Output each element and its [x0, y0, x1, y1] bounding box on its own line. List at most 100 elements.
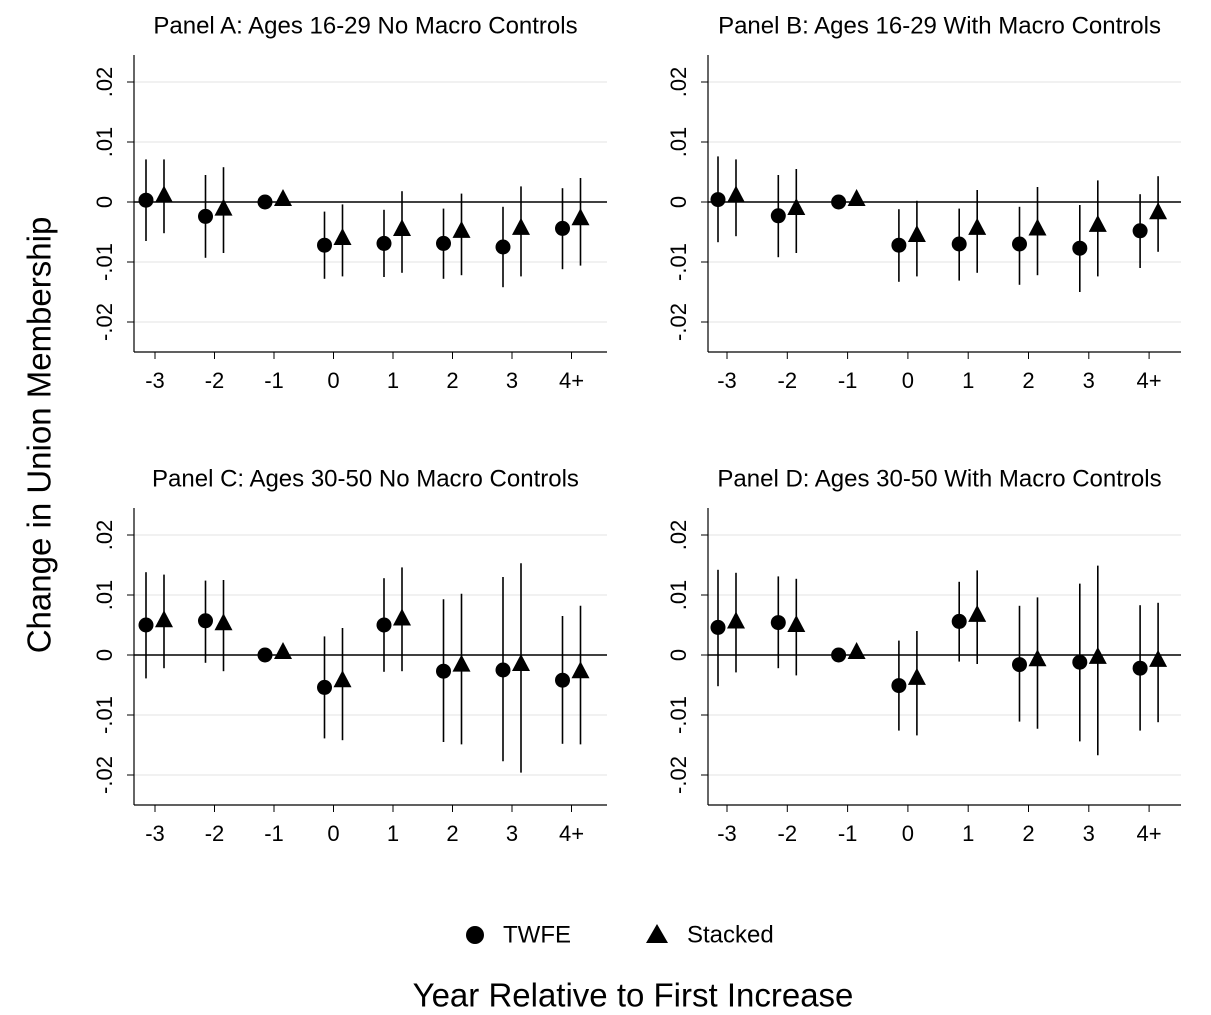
y-tick-label: 0: [666, 649, 691, 661]
point-stacked: [155, 610, 173, 628]
point-stacked: [452, 220, 471, 238]
panel-a: Panel A: Ages 16-29 No Macro Controls .02…: [92, 12, 607, 393]
point-stacked: [727, 611, 745, 629]
legend: TWFE Stacked: [466, 922, 774, 949]
point-stacked: [274, 642, 292, 660]
x-tick-label: -3: [717, 368, 737, 393]
x-axis-label: Year Relative to First Increase: [413, 977, 854, 1014]
point-twfe: [317, 679, 332, 695]
point-twfe: [495, 239, 511, 255]
y-tick-label: -.01: [666, 243, 691, 281]
point-stacked: [333, 670, 352, 688]
point-stacked: [1149, 649, 1168, 667]
panel-c: Panel C: Ages 30-50 No Macro Controls .02…: [92, 465, 607, 846]
x-tick-label: -2: [205, 821, 225, 846]
point-stacked: [907, 225, 926, 243]
point-twfe: [198, 613, 213, 629]
point-stacked: [968, 217, 987, 235]
x-tick-label: 1: [962, 821, 974, 846]
y-tick-label: .02: [666, 520, 691, 551]
panel-title: Panel B: Ages 16-29 With Macro Controls: [718, 12, 1161, 39]
point-twfe: [891, 237, 907, 253]
x-tick-label: 1: [387, 821, 399, 846]
y-tick-label: .01: [666, 580, 691, 611]
y-tick-label: -.02: [92, 756, 117, 794]
y-tick-label: .01: [92, 580, 117, 611]
point-stacked: [333, 228, 352, 246]
point-twfe: [1012, 657, 1027, 673]
panel-b: Panel B: Ages 16-29 With Macro Controls.…: [666, 12, 1181, 393]
legend-label-twfe: TWFE: [503, 922, 571, 949]
y-tick-label: 0: [92, 649, 117, 661]
point-stacked: [727, 185, 745, 203]
x-tick-label: 2: [446, 821, 458, 846]
point-stacked: [393, 219, 411, 237]
y-tick-label: .02: [92, 520, 117, 551]
point-twfe: [257, 194, 273, 210]
point-stacked: [571, 208, 590, 226]
x-tick-label: 4+: [1137, 821, 1162, 846]
x-tick-label: -1: [264, 368, 284, 393]
point-stacked: [214, 198, 233, 216]
point-stacked: [907, 667, 926, 685]
y-tick-label: .01: [92, 127, 117, 158]
x-tick-label: -1: [838, 368, 858, 393]
panel-title: Panel A: Ages 16-29 No Macro Controls: [153, 12, 577, 39]
panel-title: Panel D: Ages 30-50 With Macro Controls: [717, 465, 1161, 492]
y-tick-label: -.02: [666, 756, 691, 794]
point-stacked: [847, 189, 866, 207]
point-twfe: [1132, 223, 1148, 239]
point-twfe: [257, 647, 273, 663]
point-twfe: [436, 235, 451, 251]
y-tick-label: .02: [666, 67, 691, 98]
x-tick-label: -3: [145, 821, 165, 846]
x-tick-label: -2: [778, 821, 798, 846]
panels-group: Panel A: Ages 16-29 No Macro Controls .02…: [92, 12, 1181, 846]
x-tick-label: 2: [1022, 368, 1034, 393]
point-twfe: [1132, 660, 1148, 676]
point-stacked: [214, 613, 233, 631]
point-twfe: [1072, 240, 1088, 256]
x-tick-label: 4+: [1137, 368, 1162, 393]
legend-label-stacked: Stacked: [687, 922, 774, 949]
y-tick-label: -.01: [666, 696, 691, 734]
legend-triangle-marker: [646, 924, 668, 943]
point-twfe: [138, 192, 154, 208]
point-stacked: [847, 642, 866, 660]
point-twfe: [1072, 654, 1088, 670]
panel-title: Panel C: Ages 30-50 No Macro Controls: [152, 465, 579, 492]
x-tick-label: 3: [506, 821, 518, 846]
x-tick-label: 1: [962, 368, 974, 393]
y-axis-label: Change in Union Membership: [21, 217, 58, 654]
point-stacked: [1028, 218, 1047, 236]
point-twfe: [951, 613, 967, 629]
point-twfe: [376, 235, 392, 251]
point-stacked: [512, 217, 530, 235]
point-twfe: [436, 663, 451, 679]
x-tick-label: 0: [902, 821, 914, 846]
panel-d: Panel D: Ages 30-50 With Macro Controls.…: [666, 465, 1181, 846]
point-stacked: [393, 608, 411, 626]
point-twfe: [555, 672, 570, 688]
y-tick-label: .01: [666, 127, 691, 158]
x-tick-label: -1: [264, 821, 284, 846]
point-stacked: [512, 654, 530, 672]
y-tick-label: .02: [92, 67, 117, 98]
x-tick-label: 1: [387, 368, 399, 393]
point-twfe: [555, 220, 570, 236]
x-tick-label: -2: [778, 368, 798, 393]
x-tick-label: 3: [506, 368, 518, 393]
point-stacked: [452, 654, 471, 672]
point-twfe: [138, 617, 154, 633]
x-tick-label: 0: [327, 368, 339, 393]
x-tick-label: 3: [1083, 368, 1095, 393]
point-stacked: [968, 604, 987, 622]
x-tick-label: 0: [902, 368, 914, 393]
point-twfe: [831, 194, 847, 210]
x-tick-label: 4+: [559, 821, 584, 846]
point-stacked: [787, 615, 806, 633]
y-tick-label: 0: [666, 196, 691, 208]
point-twfe: [317, 237, 332, 253]
point-twfe: [770, 615, 786, 631]
